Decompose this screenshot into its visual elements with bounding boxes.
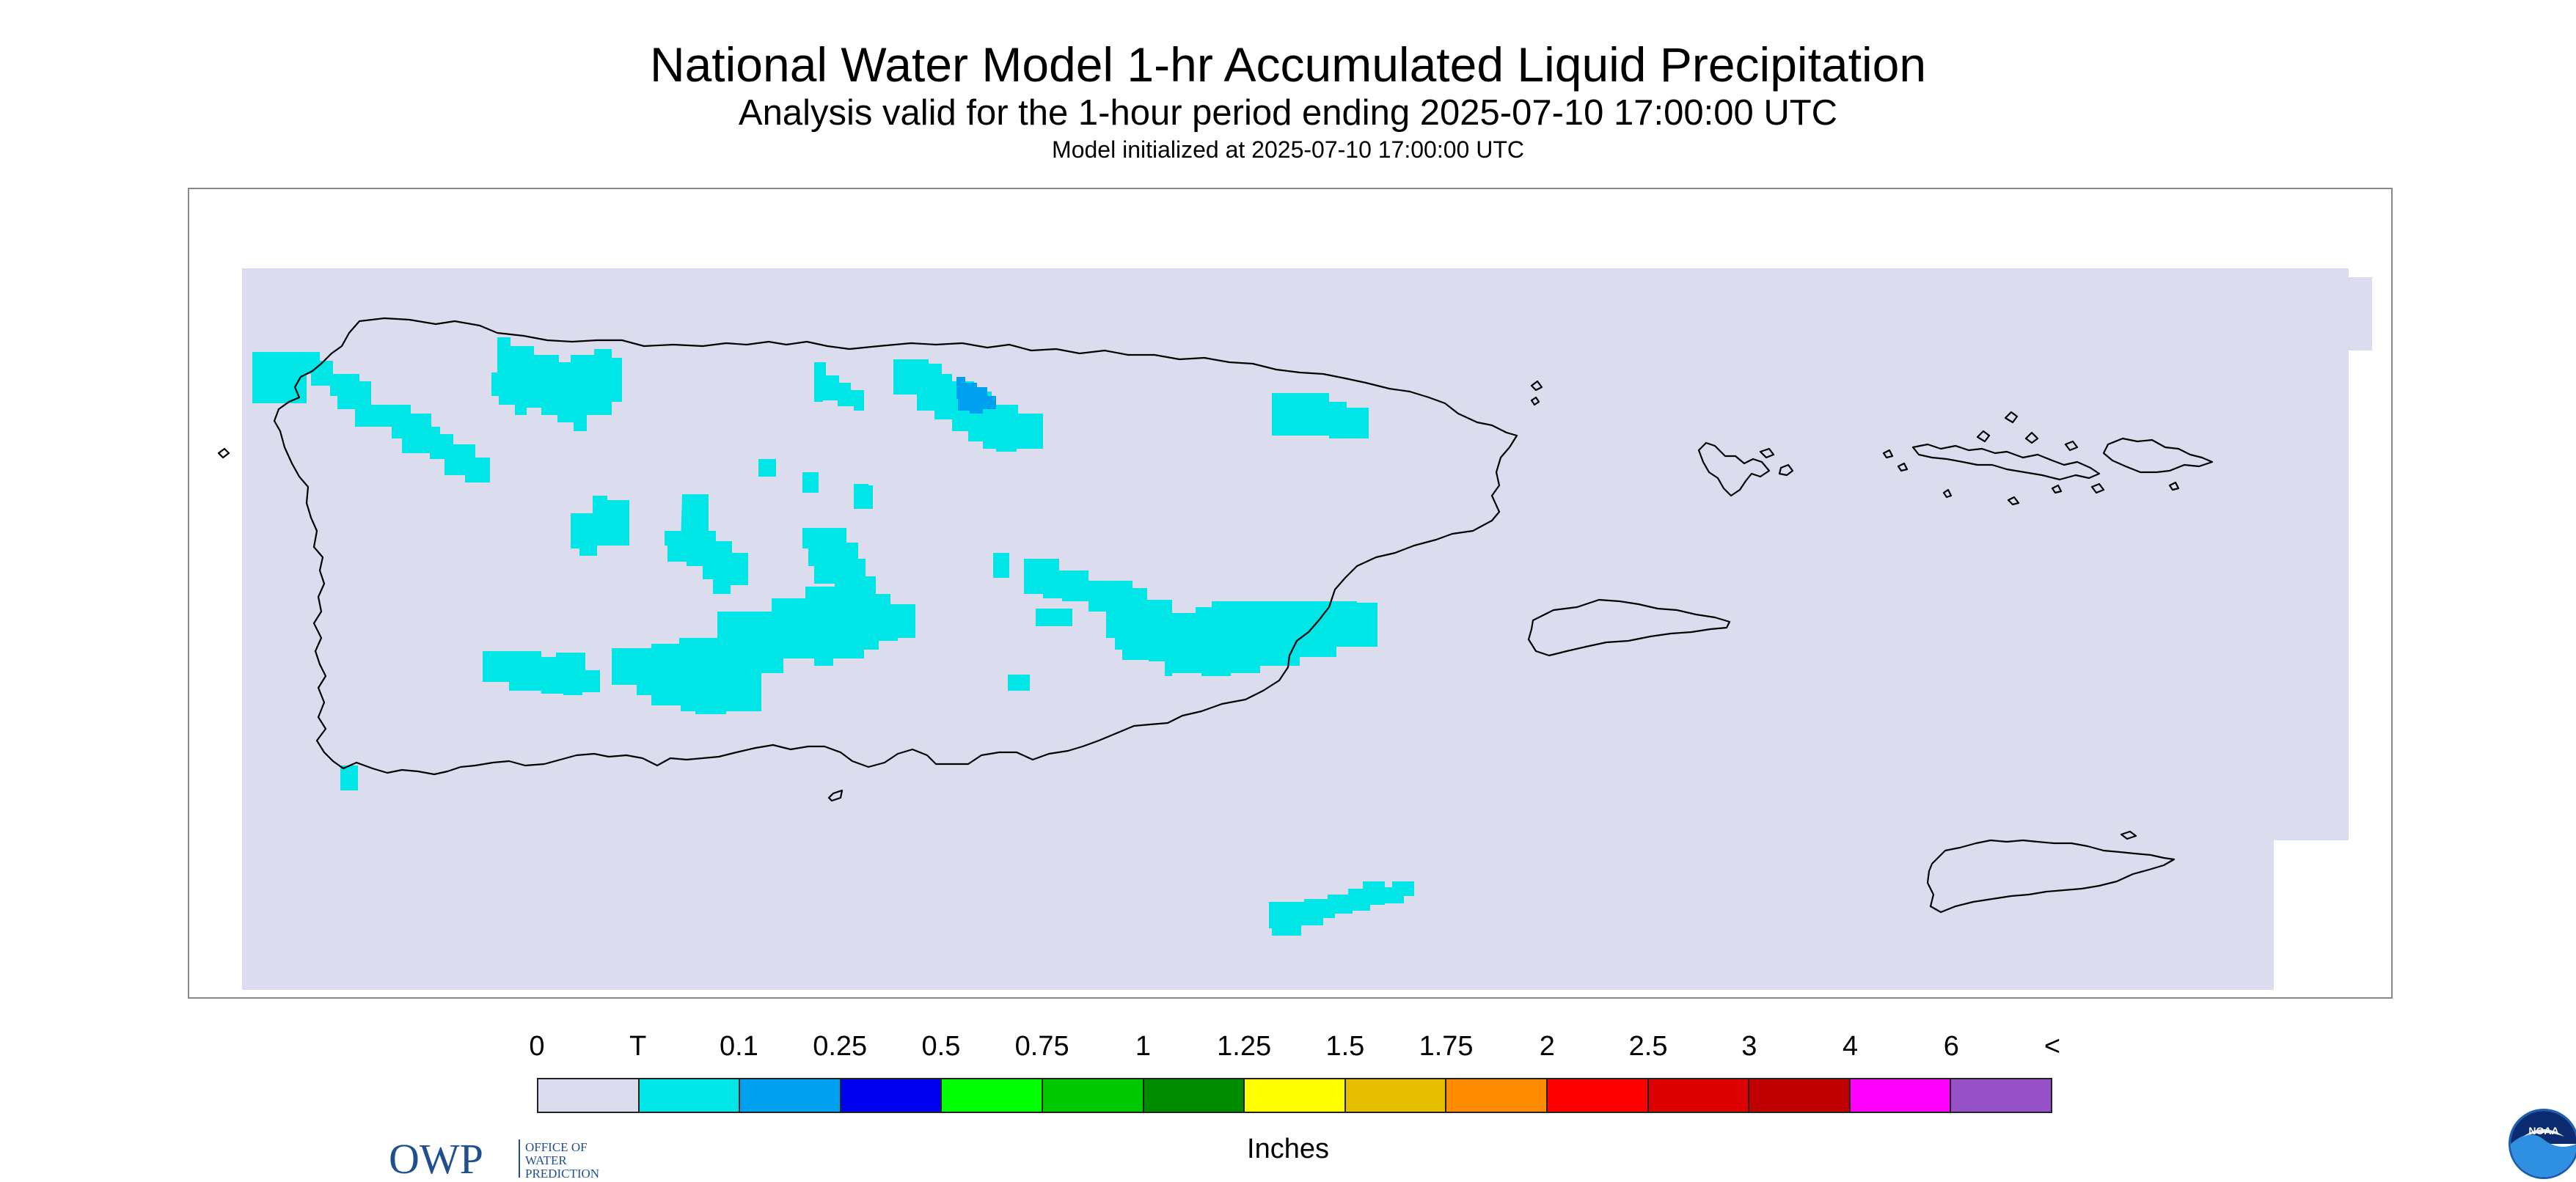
- culebrita-coast: [1778, 463, 1794, 477]
- light-precip-cells: [956, 377, 996, 414]
- legend-label: 0.25: [813, 1031, 868, 1062]
- legend-swatch: [1749, 1079, 1851, 1112]
- legend-swatch: [1345, 1079, 1447, 1112]
- cayo-norte-coast: [1759, 447, 1775, 459]
- legend-label: 3: [1741, 1031, 1757, 1062]
- legend-label: 0.1: [720, 1031, 758, 1062]
- legend-swatch: [1245, 1079, 1346, 1112]
- virgin-islands-cays: [1882, 411, 2180, 506]
- legend-swatch: [1951, 1079, 2051, 1112]
- trace-precip-cells: [252, 337, 1414, 936]
- map-subtitle: Analysis valid for the 1-hour period end…: [738, 93, 1838, 133]
- legend-label: 2.5: [1628, 1031, 1668, 1062]
- legend-label: 1.5: [1325, 1031, 1365, 1062]
- legend-label: T: [629, 1031, 647, 1062]
- buck-island-coast: [2120, 830, 2137, 840]
- culebra-coast: [1697, 441, 1771, 497]
- legend-swatch: [1144, 1079, 1245, 1112]
- legend-label: 1.25: [1217, 1031, 1272, 1062]
- legend-swatch: [740, 1079, 841, 1112]
- st-thomas-coast: [1911, 443, 2101, 481]
- st-croix-coast: [1926, 839, 2176, 914]
- legend-label: 2: [1539, 1031, 1555, 1062]
- caja-de-muertos: [827, 789, 844, 802]
- puerto-rico-coast: [273, 317, 1518, 776]
- owp-logo: OWP OFFICE OF WATER PREDICTION: [389, 1135, 599, 1181]
- legend-swatch: [841, 1079, 943, 1112]
- legend-label: 0.5: [921, 1031, 961, 1062]
- legend-swatch: [1850, 1079, 1952, 1112]
- legend-label: 0.75: [1014, 1031, 1069, 1062]
- noaa-logo-text: NOAA: [2528, 1125, 2558, 1137]
- owp-logo-line-3: PREDICTION: [525, 1167, 599, 1181]
- desecheo-coast: [217, 447, 230, 459]
- legend-label: <: [2043, 1031, 2061, 1062]
- st-john-coast: [2102, 437, 2214, 474]
- map-title: National Water Model 1-hr Accumulated Li…: [649, 37, 1927, 92]
- legend-swatch: [538, 1079, 640, 1112]
- owp-logo-mark: OWP: [389, 1135, 483, 1181]
- legend-label: 4: [1842, 1031, 1859, 1062]
- legend-label: 0: [529, 1031, 545, 1062]
- model-init-line: Model initialized at 2025-07-10 17:00:00…: [1052, 136, 1524, 163]
- legend-label: 1: [1135, 1031, 1151, 1062]
- map-panel: OWP OFFICE OF WATER PREDICTION NOAA: [188, 188, 2576, 1181]
- legend-swatch: [639, 1079, 741, 1112]
- owp-logo-line-1: OFFICE OF: [525, 1140, 588, 1154]
- legend-colorbar: [537, 1078, 2052, 1113]
- legend-labels: 0 T 0.1 0.25 0.5 0.75 1 1.25 1.5 1.75 2 2.5 3 4 6 <: [0, 1028, 2576, 1065]
- legend-label: 6: [1943, 1031, 1959, 1062]
- noaa-logo: NOAA: [2509, 1109, 2576, 1179]
- model-domain: [242, 268, 2372, 990]
- legend-swatch: [1648, 1079, 1750, 1112]
- legend-swatch: [1042, 1079, 1144, 1112]
- legend-swatch: [1446, 1079, 1548, 1112]
- legend-swatch: [1547, 1079, 1649, 1112]
- legend-label: 1.75: [1419, 1031, 1474, 1062]
- precipitation-map: [217, 268, 2372, 990]
- owp-logo-line-2: WATER: [525, 1153, 567, 1167]
- legend-swatch: [942, 1079, 1043, 1112]
- legend-units: Inches: [1247, 1134, 1329, 1164]
- vieques-coast: [1527, 598, 1731, 657]
- coastlines: [217, 317, 2214, 914]
- desecheo-vieques-islet: [1530, 380, 1543, 406]
